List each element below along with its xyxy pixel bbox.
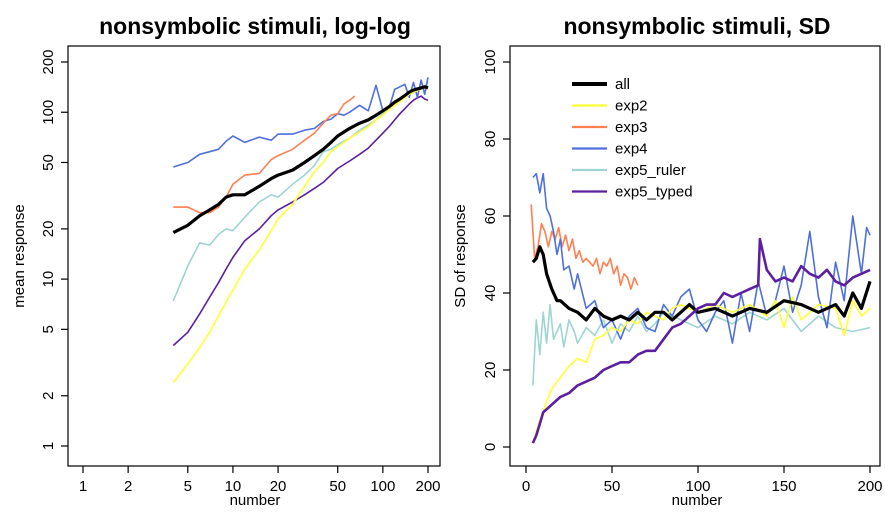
series-line-exp5_typed: [531, 237, 871, 444]
chart-right-ylabel: SD of response: [452, 204, 469, 307]
x-tick-label: 1: [79, 478, 87, 495]
chart-right-x-axis: 0 50 100 150 200: [522, 466, 883, 495]
legend-item: exp5_ruler: [572, 162, 686, 179]
y-tick-label: 100: [40, 100, 57, 125]
y-tick-label: 20: [40, 221, 57, 238]
chart-right-title: nonsymbolic stimuli, SD: [563, 13, 830, 39]
legend-item: exp2: [572, 98, 648, 115]
y-tick-label: 50: [40, 154, 57, 171]
series-line-exp5_ruler: [532, 303, 871, 386]
chart-right-series: [530, 172, 872, 444]
x-tick-label: 100: [685, 478, 710, 495]
legend-label: exp3: [615, 119, 648, 136]
legend-label: exp4: [615, 141, 648, 158]
chart-right-xlabel: number: [672, 492, 723, 509]
y-tick-label: 10: [40, 271, 57, 288]
legend-label: all: [615, 76, 630, 93]
y-tick-label: 20: [482, 362, 499, 379]
chart-left-series: [172, 77, 429, 383]
x-tick-label: 50: [329, 478, 346, 495]
legend-label: exp5_typed: [615, 184, 693, 201]
x-tick-label: 200: [415, 478, 440, 495]
chart-right: nonsymbolic stimuli, SD 0 50 100 150 200 0 20…: [452, 13, 883, 509]
series-line-exp2: [532, 296, 871, 444]
series-line-exp4: [173, 77, 429, 168]
chart-left-title: nonsymbolic stimuli, log-log: [99, 13, 411, 39]
legend-item: all: [572, 76, 630, 93]
series-line-exp2: [172, 87, 429, 383]
y-tick-label: 5: [40, 325, 57, 333]
chart-right-y-axis: 0 20 40 60 80 100: [482, 49, 510, 451]
chart-left-x-axis: 1 2 5 10 20 50 100 200: [79, 466, 441, 495]
legend-item: exp4: [572, 141, 648, 158]
chart-right-legend: all exp2 exp3 exp4 exp5_ruler exp5_typed: [572, 76, 693, 201]
legend-label: exp5_ruler: [615, 162, 686, 179]
x-tick-label: 100: [370, 478, 395, 495]
y-tick-label: 200: [40, 49, 57, 74]
series-line-all: [531, 245, 872, 322]
series-line-exp5_typed: [172, 95, 429, 347]
y-tick-label: 0: [482, 443, 499, 451]
legend-item: exp5_typed: [572, 184, 693, 201]
x-tick-label: 10: [225, 478, 242, 495]
legend-item: exp3: [572, 119, 648, 136]
series-line-exp3: [530, 204, 639, 290]
x-tick-label: 200: [857, 478, 882, 495]
chart-left-y-axis: 1 2 5 10 20 50 100 200: [40, 49, 68, 450]
x-tick-label: 5: [184, 478, 192, 495]
series-line-all: [172, 85, 429, 235]
chart-right-plot-frame: [509, 45, 881, 467]
y-tick-label: 80: [482, 131, 499, 148]
chart-left: nonsymbolic stimuli, log-log 1 2 5 10 20 50 10…: [11, 13, 441, 509]
chart-left-xlabel: number: [230, 492, 281, 509]
y-tick-label: 60: [482, 208, 499, 225]
x-tick-label: 2: [124, 478, 132, 495]
y-tick-label: 1: [40, 442, 57, 450]
chart-left-ylabel: mean response: [11, 204, 28, 307]
x-tick-label: 50: [604, 478, 621, 495]
x-tick-label: 0: [522, 478, 530, 495]
y-tick-label: 100: [482, 49, 499, 74]
x-tick-label: 20: [270, 478, 287, 495]
series-line-exp3: [173, 95, 356, 214]
y-tick-label: 40: [482, 285, 499, 302]
y-tick-label: 2: [40, 392, 57, 400]
x-tick-label: 150: [771, 478, 796, 495]
legend-label: exp2: [615, 98, 648, 115]
chart-left-plot-frame: [67, 45, 441, 467]
